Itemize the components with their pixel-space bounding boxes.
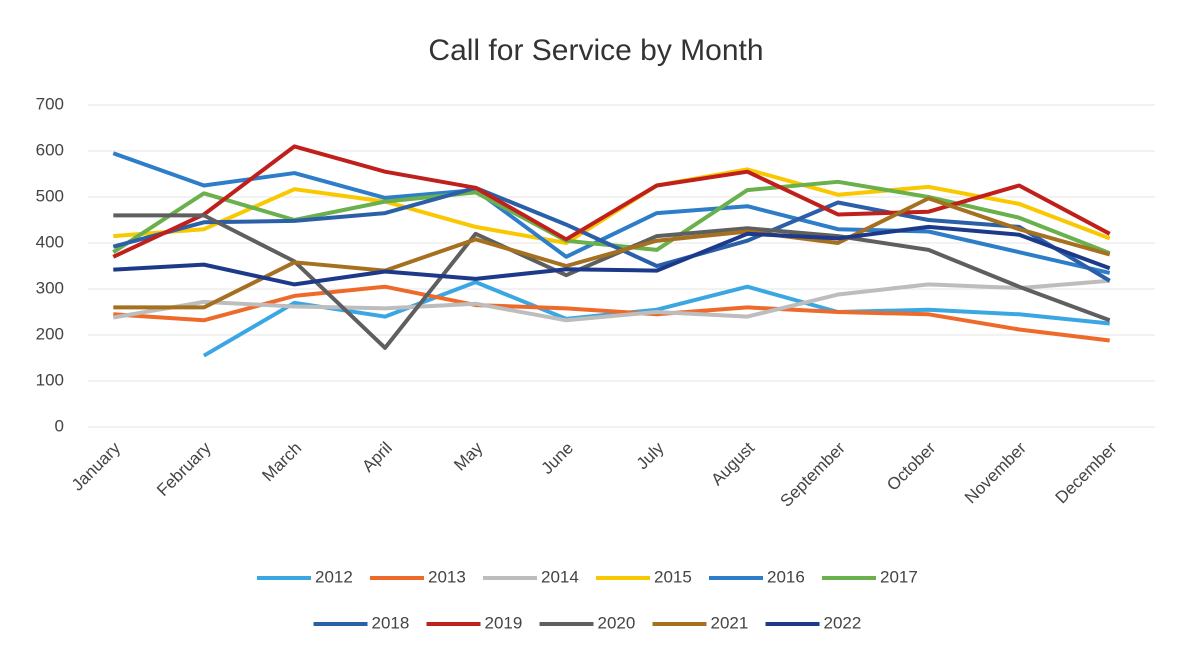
y-tick-label: 600 (36, 140, 64, 159)
legend-label: 2019 (485, 613, 523, 632)
legend-label: 2018 (372, 613, 410, 632)
series-line (112, 278, 1110, 323)
legend-label: 2014 (541, 567, 579, 586)
x-tick-label: March (258, 438, 305, 485)
legend-label: 2020 (598, 613, 636, 632)
x-tick-label: January (68, 438, 125, 495)
series-line (113, 213, 1111, 350)
series-line (113, 284, 1110, 343)
legend-label: 2021 (711, 613, 749, 632)
y-tick-label: 200 (36, 324, 64, 343)
legend-label: 2022 (824, 613, 862, 632)
legend-label: 2013 (428, 567, 466, 586)
y-tick-label: 400 (36, 232, 64, 251)
series-line (113, 224, 1111, 287)
x-tick-label: February (153, 438, 215, 500)
y-tick-label: 300 (36, 278, 64, 297)
legend-label: 2016 (767, 567, 805, 586)
legend-label: 2017 (880, 567, 918, 586)
chart-title: Call for Service by Month (428, 34, 763, 67)
x-tick-label: October (883, 438, 939, 494)
x-tick-label: August (707, 438, 758, 489)
y-tick-label: 500 (36, 186, 64, 205)
series-line (112, 185, 1111, 283)
legend-label: 2015 (654, 567, 692, 586)
x-tick-label: December (1052, 438, 1121, 507)
x-tick-label: June (538, 438, 578, 478)
y-tick-label: 100 (36, 370, 64, 389)
y-tick-label: 0 (55, 416, 64, 435)
legend-label: 2012 (315, 567, 353, 586)
x-tick-label: November (961, 438, 1030, 507)
x-tick-label: July (633, 438, 668, 473)
series-line (202, 280, 1110, 358)
x-tick-label: September (777, 438, 849, 510)
y-tick-label: 700 (36, 94, 64, 113)
series-line (113, 196, 1111, 310)
x-tick-label: May (450, 438, 486, 474)
series-line (112, 151, 1111, 275)
series-line (112, 144, 1111, 259)
x-tick-label: April (358, 438, 395, 475)
